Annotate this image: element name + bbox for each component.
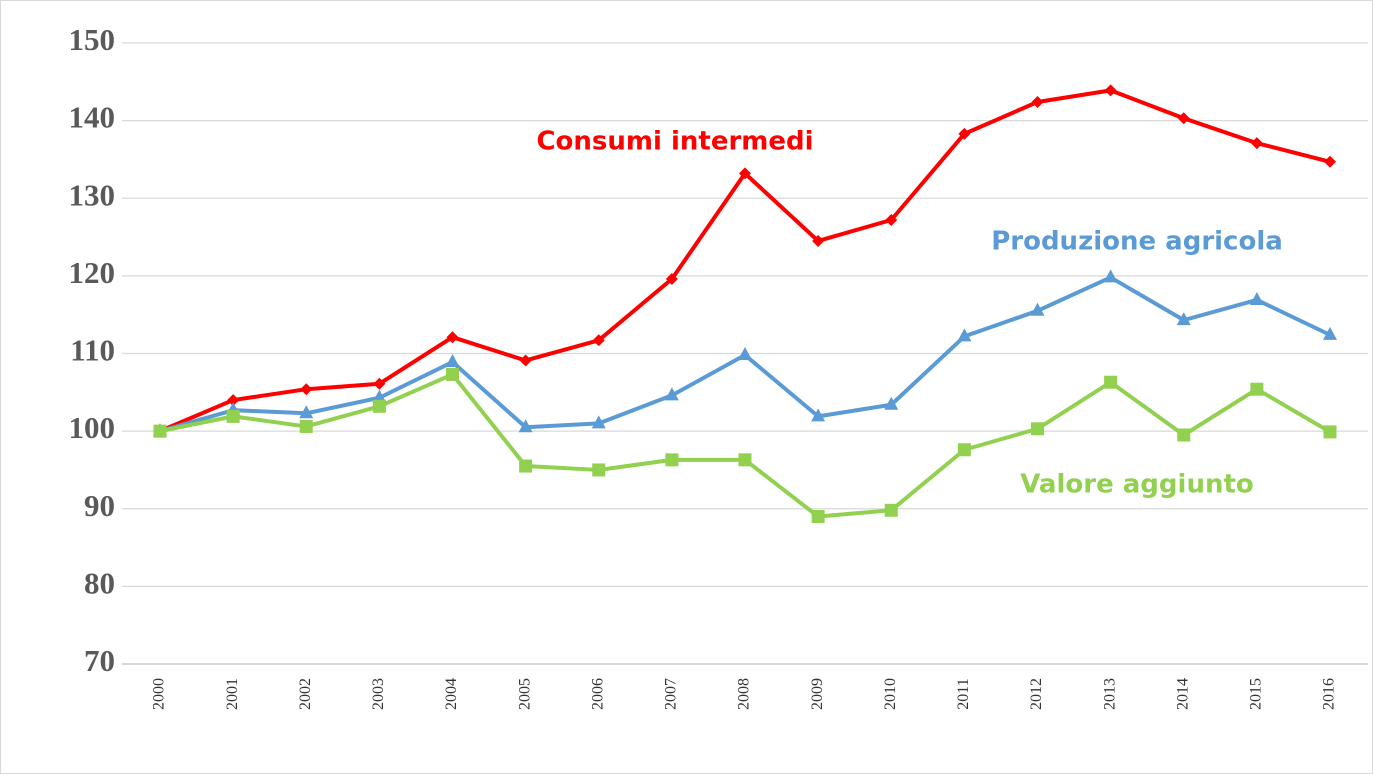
point-marker <box>1249 291 1264 305</box>
x-tick-label: 2016 <box>1321 678 1338 710</box>
y-tick-label: 140 <box>69 100 116 135</box>
x-tick-label: 2014 <box>1174 678 1191 710</box>
x-tick-label: 2000 <box>151 678 168 710</box>
y-tick-label: 130 <box>69 177 116 212</box>
point-marker <box>738 347 752 361</box>
point-marker <box>1104 84 1117 97</box>
y-tick-label: 120 <box>69 255 116 290</box>
point-marker <box>592 463 606 477</box>
point-marker <box>299 419 313 433</box>
point-marker <box>884 503 898 517</box>
point-marker <box>739 167 751 180</box>
point-marker <box>1250 137 1263 150</box>
x-tick-label: 2003 <box>370 678 387 710</box>
point-marker <box>592 334 605 347</box>
point-marker <box>884 396 899 410</box>
point-marker <box>519 459 533 473</box>
point-marker <box>1031 95 1044 108</box>
point-marker <box>811 510 825 524</box>
x-tick-label: 2005 <box>516 678 533 710</box>
point-marker <box>665 453 679 467</box>
series-label: Consumi intermedi <box>536 127 813 157</box>
x-tick-label: 2004 <box>443 678 460 710</box>
x-tick-label: 2012 <box>1028 678 1045 710</box>
x-tick-label: 2015 <box>1248 678 1265 710</box>
point-marker <box>1324 155 1336 168</box>
point-marker <box>812 234 825 247</box>
point-marker <box>664 387 679 401</box>
point-marker <box>226 409 240 423</box>
point-marker <box>811 408 826 422</box>
x-tick-label: 2001 <box>224 678 241 710</box>
x-tick-label: 2006 <box>589 678 606 710</box>
point-marker <box>591 415 606 429</box>
x-tick-label: 2009 <box>809 678 826 710</box>
x-tick-label: 2002 <box>297 678 314 710</box>
point-marker <box>1103 269 1118 283</box>
point-marker <box>1177 428 1191 442</box>
y-tick-label: 100 <box>69 410 116 445</box>
y-tick-label: 90 <box>84 488 115 523</box>
x-tick-label: 2010 <box>882 678 899 710</box>
point-marker <box>665 272 678 285</box>
point-marker <box>1323 425 1337 439</box>
x-tick-label: 2011 <box>955 678 972 709</box>
point-marker <box>153 424 167 438</box>
point-marker <box>299 405 314 419</box>
point-marker <box>446 331 459 344</box>
y-tick-label: 150 <box>69 22 116 57</box>
point-marker <box>957 328 972 342</box>
point-marker <box>957 443 971 457</box>
y-tick-label: 80 <box>84 565 115 600</box>
y-tick-label: 110 <box>70 333 115 368</box>
point-marker <box>958 127 971 140</box>
point-marker <box>1031 422 1044 436</box>
point-marker <box>445 354 460 368</box>
point-marker <box>1250 382 1264 396</box>
point-marker <box>518 419 533 433</box>
point-marker <box>372 389 387 403</box>
point-marker <box>372 399 386 413</box>
point-marker <box>1176 312 1191 326</box>
point-marker <box>446 367 459 381</box>
point-marker <box>227 394 240 407</box>
y-tick-label: 70 <box>84 643 115 678</box>
point-marker <box>1177 112 1190 125</box>
point-marker <box>1323 326 1337 340</box>
point-marker <box>519 354 532 367</box>
x-tick-label: 2007 <box>663 678 680 710</box>
point-marker <box>738 453 752 467</box>
series-label: Produzione agricola <box>991 227 1283 257</box>
point-marker <box>300 383 313 396</box>
x-tick-label: 2008 <box>736 678 753 710</box>
series-label: Valore aggiunto <box>1020 470 1254 500</box>
point-marker <box>885 213 898 226</box>
point-marker <box>373 377 386 390</box>
x-tick-label: 2013 <box>1101 678 1118 710</box>
point-marker <box>1030 302 1045 316</box>
point-marker <box>1104 375 1118 389</box>
